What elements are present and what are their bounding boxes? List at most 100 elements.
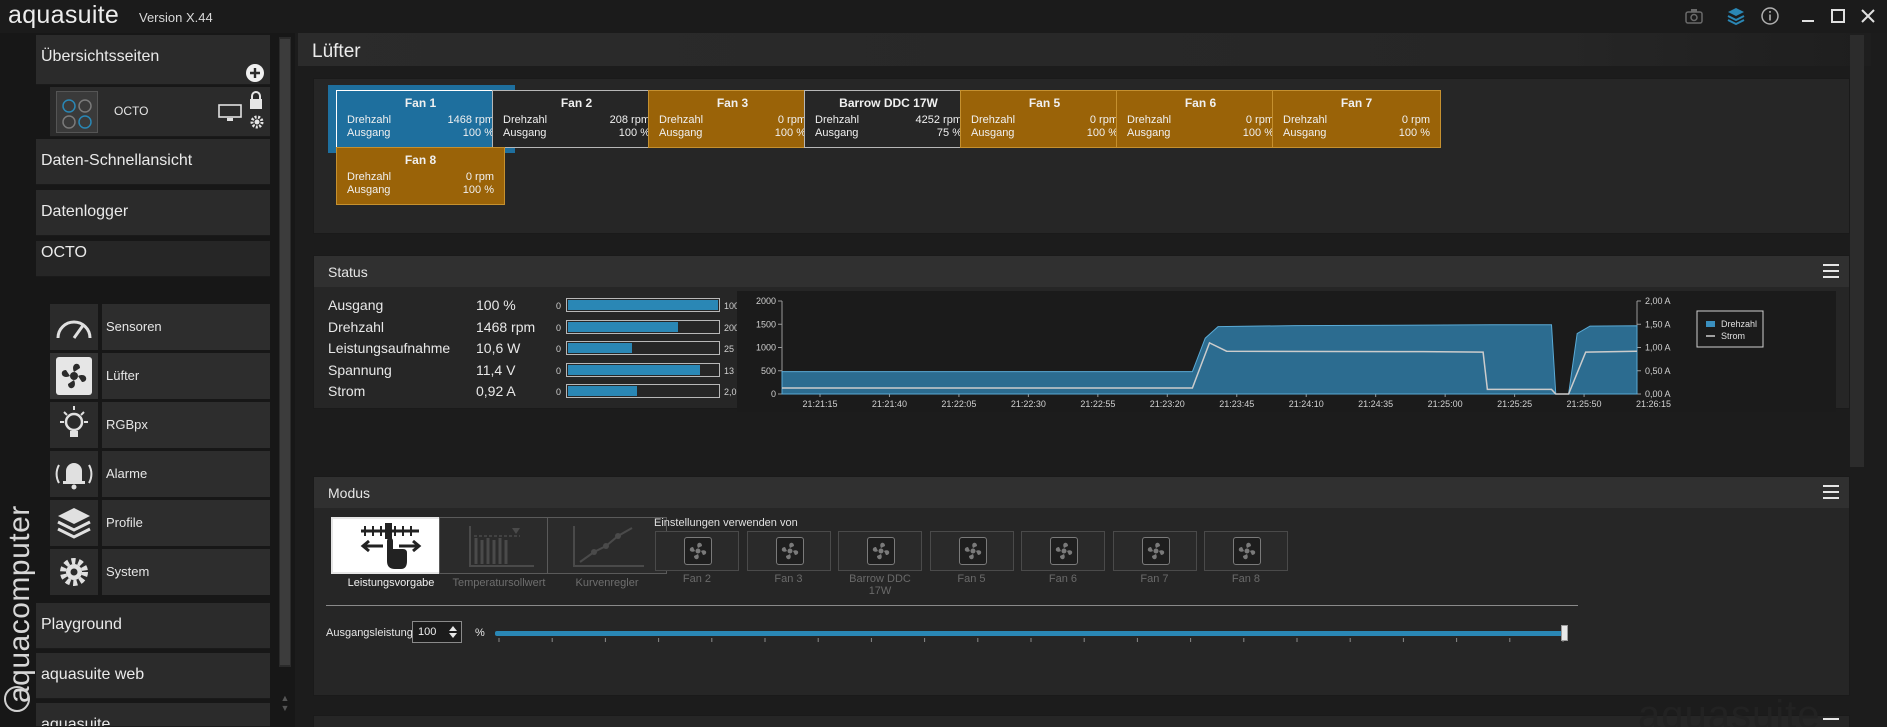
fan-tile[interactable]: Fan 3 Drehzahl 0 rpm Ausgang 100 % xyxy=(648,90,817,148)
gear-icon[interactable] xyxy=(248,113,266,131)
sidebar-item-octo-overview[interactable]: OCTO xyxy=(50,87,270,137)
legend-label-strom: Strom xyxy=(1721,331,1745,341)
version-label: Version X.44 xyxy=(139,10,213,25)
sidebar-item-playground[interactable]: Playground xyxy=(36,603,270,649)
status-label: Drehzahl xyxy=(328,318,385,335)
sidebar-item-aquasuite-web[interactable]: aquasuite web xyxy=(36,653,270,699)
fan-name: Fan 2 xyxy=(560,96,593,110)
fan-name: Fan 7 xyxy=(1340,96,1373,110)
fan-tile[interactable]: Fan 1 Drehzahl 1468 rpm Ausgang 100 % xyxy=(336,90,505,148)
fan-tile[interactable]: Fan 5 Drehzahl 0 rpm Ausgang 100 % xyxy=(960,90,1129,148)
fan-tile[interactable]: Fan 6 Drehzahl 0 rpm Ausgang 100 % xyxy=(1116,90,1285,148)
status-row: Ausgang 100 % 0 100 xyxy=(328,297,748,317)
sidebar-item-overview-pages[interactable]: Übersichtsseiten xyxy=(36,35,270,85)
copy-settings-button[interactable] xyxy=(1021,531,1105,571)
camera-icon[interactable] xyxy=(1683,6,1705,28)
spinner-arrows-icon[interactable] xyxy=(448,624,458,640)
output-power-input[interactable]: 100 xyxy=(412,621,462,643)
fan-rpm-row: Drehzahl 0 rpm xyxy=(971,114,1118,128)
sidebar-item-quick-view[interactable]: Daten-Schnellansicht xyxy=(36,139,270,185)
fan-output-row: Ausgang 100 % xyxy=(1283,127,1430,141)
sidebar-item-system[interactable]: System xyxy=(50,549,270,595)
watermark: aquasuite xyxy=(1638,693,1821,727)
fan-output-value: 100 % xyxy=(774,127,806,139)
fan-name: Fan 8 xyxy=(404,153,437,167)
fan-tile[interactable]: Fan 7 Drehzahl 0 rpm Ausgang 100 % xyxy=(1272,90,1441,148)
sidebar-item-label: Playground xyxy=(41,616,122,633)
fan-rpm-row: Drehzahl 4252 rpm xyxy=(815,114,962,128)
x-tick-label: 21:24:35 xyxy=(1358,399,1393,409)
sidebar-item-alarms[interactable]: Alarme xyxy=(50,451,270,497)
close-icon[interactable] xyxy=(1857,6,1879,28)
status-label: Spannung xyxy=(328,361,392,378)
status-min: 0 xyxy=(556,322,562,333)
fan-output-row: Ausgang 100 % xyxy=(503,127,650,141)
status-max: 100 xyxy=(724,301,740,311)
mode-power-button[interactable] xyxy=(331,517,451,574)
y-tick-label-right: 2,00 A xyxy=(1645,296,1671,306)
mode-panel-header: Modus xyxy=(314,477,1849,508)
page-title: Lüfter xyxy=(312,41,361,62)
copy-settings-button[interactable] xyxy=(838,531,922,571)
menu-icon[interactable] xyxy=(1823,264,1839,278)
status-bar-fill xyxy=(568,364,700,375)
copy-settings-button[interactable] xyxy=(1112,531,1197,571)
output-power-slider[interactable] xyxy=(495,631,1567,636)
fan-rpm-row: Drehzahl 0 rpm xyxy=(1127,114,1274,128)
info-icon[interactable] xyxy=(1759,6,1781,28)
minimize-icon[interactable] xyxy=(1797,6,1819,28)
fan-output-label: Ausgang xyxy=(971,127,1015,139)
fan-rpm-value: 0 rpm xyxy=(1401,114,1430,126)
fan-rpm-value: 208 rpm xyxy=(609,114,650,126)
fan-rpm-row: Drehzahl 0 rpm xyxy=(659,114,806,128)
mode-curve-button[interactable] xyxy=(547,517,667,574)
scroll-arrows-icon[interactable]: ▲ ▼ xyxy=(280,693,290,713)
add-page-icon[interactable] xyxy=(246,64,264,82)
sidebar-item-partial[interactable]: aquasuite xyxy=(36,703,270,727)
copy-settings-button[interactable] xyxy=(655,531,739,571)
layers-icon[interactable] xyxy=(1725,6,1747,28)
sidebar-scrollbar-thumb[interactable] xyxy=(280,39,290,665)
device-thumbnail xyxy=(56,91,98,133)
chart-legend xyxy=(1696,310,1764,348)
mode-temperature-button[interactable] xyxy=(439,517,559,574)
status-bar xyxy=(566,341,720,355)
copy-settings-button[interactable] xyxy=(1204,531,1288,571)
menu-icon[interactable] xyxy=(1823,718,1839,727)
status-row: Strom 0,92 A 0 2,0 xyxy=(328,383,748,403)
copy-settings-button[interactable] xyxy=(746,531,831,571)
sidebar-item-rgbpx[interactable]: RGBpx xyxy=(50,402,270,448)
menu-icon[interactable] xyxy=(1823,485,1839,499)
copy-settings-label: Barrow DDC 17W xyxy=(849,573,911,597)
fan-tile[interactable]: Barrow DDC 17W Drehzahl 4252 rpm Ausgang 75 … xyxy=(804,90,973,148)
sidebar-section-octo[interactable]: OCTO xyxy=(36,241,270,277)
sidebar-item-profiles[interactable]: Profile xyxy=(50,500,270,546)
fan-rpm-label: Drehzahl xyxy=(347,171,392,183)
fan-overview-panel: Fan 1 Drehzahl 1468 rpm Ausgang 100 % Fan 2 Dr… xyxy=(313,78,1850,234)
fan-output-value: 100 % xyxy=(1086,127,1118,139)
copy-settings-label: Fan 5 xyxy=(957,573,986,585)
fan-output-value: 100 % xyxy=(618,127,650,139)
y-tick-label: 1000 xyxy=(756,343,776,353)
x-tick-label: 21:21:15 xyxy=(802,399,837,409)
main-scrollbar[interactable] xyxy=(1850,35,1864,467)
status-value: 100 % xyxy=(476,297,516,313)
sidebar-item-sensors[interactable]: Sensoren xyxy=(50,304,270,350)
sidebar-item-datalogger[interactable]: Datenlogger xyxy=(36,190,270,236)
legend-label-drehzahl: Drehzahl xyxy=(1721,319,1757,329)
lock-icon[interactable] xyxy=(248,90,264,110)
output-power-slider-thumb[interactable] xyxy=(1561,625,1568,641)
fan-output-label: Ausgang xyxy=(659,127,703,139)
sidebar-item-label: aquasuite xyxy=(41,716,111,727)
fan-tile[interactable]: Fan 8 Drehzahl 0 rpm Ausgang 100 % xyxy=(336,147,505,205)
output-power-unit: % xyxy=(475,627,485,639)
selected-fan-highlight xyxy=(328,85,515,153)
sidebar-item-fans[interactable]: Lüfter xyxy=(50,353,270,399)
fan-tile[interactable]: Fan 2 Drehzahl 208 rpm Ausgang 100 % xyxy=(492,90,661,148)
copy-settings-button[interactable] xyxy=(929,531,1014,571)
fan-output-value: 100 % xyxy=(1242,127,1274,139)
fan-rpm-row: Drehzahl 208 rpm xyxy=(503,114,650,128)
maximize-icon[interactable] xyxy=(1827,6,1849,28)
fan-output-label: Ausgang xyxy=(347,184,391,196)
